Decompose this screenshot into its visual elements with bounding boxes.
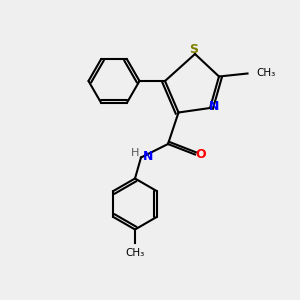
Text: N: N (209, 100, 220, 113)
Text: N: N (142, 149, 153, 163)
Text: CH₃: CH₃ (125, 248, 145, 258)
Text: S: S (189, 43, 198, 56)
Text: O: O (195, 148, 206, 161)
Text: H: H (131, 148, 140, 158)
Text: CH₃: CH₃ (256, 68, 275, 79)
